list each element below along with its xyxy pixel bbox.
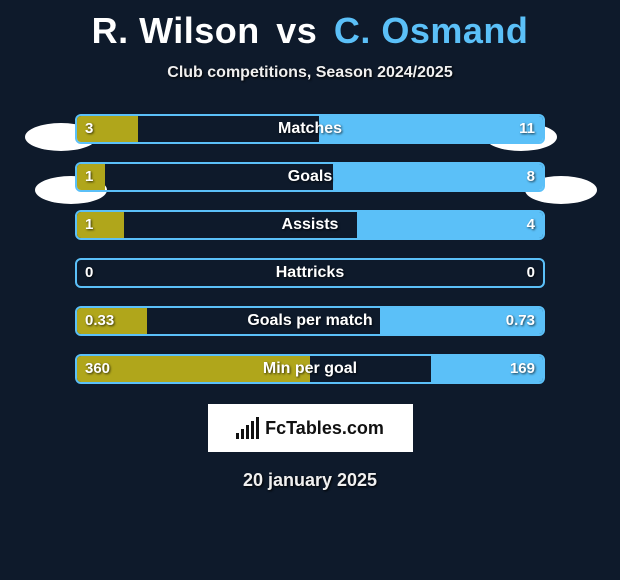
player2-name: C. Osmand — [334, 10, 529, 51]
stat-row: Assists14 — [75, 210, 545, 240]
stat-row: Hattricks00 — [75, 258, 545, 288]
watermark: FcTables.com — [208, 404, 413, 452]
watermark-bar — [246, 425, 249, 439]
vs-label: vs — [276, 10, 317, 51]
stat-bar-outline — [75, 354, 545, 384]
stat-fill-right — [319, 116, 543, 142]
stat-fill-left — [77, 356, 310, 382]
stat-row: Min per goal360169 — [75, 354, 545, 384]
stat-fill-right — [333, 164, 543, 190]
stat-bar-outline — [75, 114, 545, 144]
stats-container: Matches311 Goals18 Assists14 Hattricks00 Goa… — [75, 114, 545, 384]
stat-bar-outline — [75, 258, 545, 288]
stat-fill-right — [380, 308, 543, 334]
stat-fill-left — [77, 212, 124, 238]
stat-fill-left — [77, 116, 138, 142]
stat-row: Matches311 — [75, 114, 545, 144]
subtitle: Club competitions, Season 2024/2025 — [0, 64, 620, 82]
watermark-bar — [241, 429, 244, 439]
player1-name: R. Wilson — [92, 10, 260, 51]
stat-bar-outline — [75, 210, 545, 240]
stat-bar-outline — [75, 162, 545, 192]
stat-row: Goals18 — [75, 162, 545, 192]
stat-bar-outline — [75, 306, 545, 336]
watermark-text: FcTables.com — [265, 418, 384, 439]
watermark-bar — [236, 433, 239, 439]
watermark-bar — [251, 421, 254, 439]
date-label: 20 january 2025 — [0, 470, 620, 491]
watermark-bar — [256, 417, 259, 439]
stat-fill-right — [357, 212, 543, 238]
stat-row: Goals per match0.330.73 — [75, 306, 545, 336]
page-title: R. Wilson vs C. Osmand — [0, 0, 620, 52]
stat-fill-left — [77, 164, 105, 190]
watermark-bars-icon — [236, 417, 259, 439]
stat-fill-right — [431, 356, 543, 382]
stat-fill-left — [77, 308, 147, 334]
